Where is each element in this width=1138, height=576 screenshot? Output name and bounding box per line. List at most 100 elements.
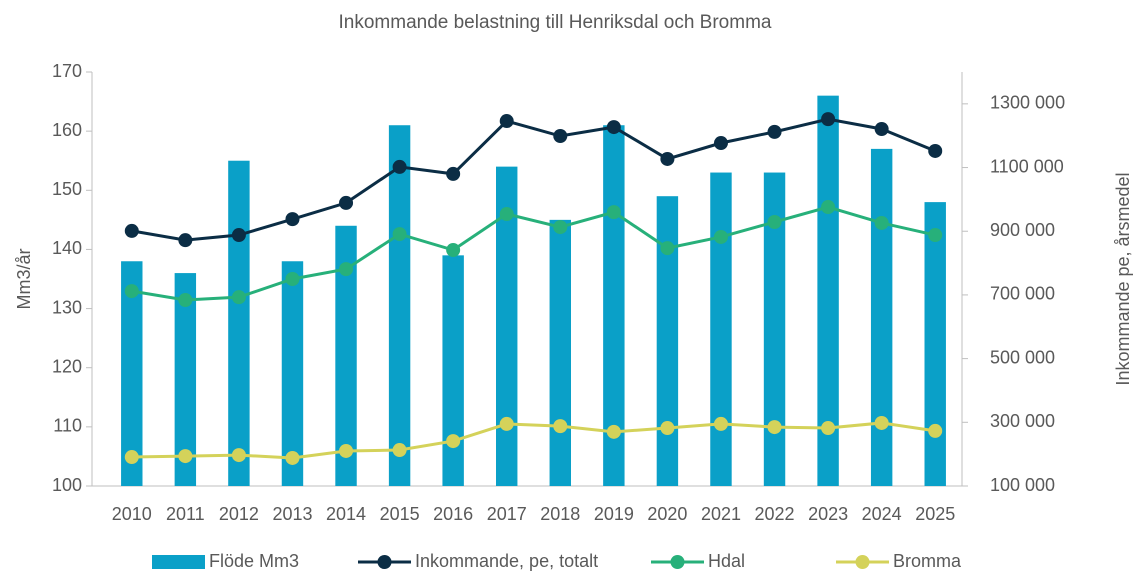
x-tick-label: 2012 <box>219 504 259 524</box>
x-tick-label: 2022 <box>755 504 795 524</box>
marker <box>553 220 568 235</box>
bar <box>496 166 518 486</box>
y2-tick-label: 100 000 <box>990 475 1055 495</box>
line <box>131 205 936 302</box>
y-tick-label: 160 <box>52 120 82 140</box>
marker <box>660 421 675 436</box>
bar <box>870 148 893 486</box>
marker <box>606 205 621 220</box>
y-tick-label: 130 <box>52 297 82 317</box>
chart-title: Inkommande belastning till Henriksdal oc… <box>339 12 772 33</box>
marker <box>446 434 461 449</box>
bar <box>549 219 571 486</box>
x-tick-label: 2021 <box>701 504 741 524</box>
bar <box>121 261 143 486</box>
marker <box>499 416 514 431</box>
legend-label: Flöde Mm3 <box>209 551 299 571</box>
y-tick-label: 170 <box>52 61 82 81</box>
marker <box>499 207 514 222</box>
x-tick-label: 2023 <box>808 504 848 524</box>
x-tick-label: 2019 <box>594 504 634 524</box>
bar <box>228 160 250 486</box>
legend-label: Bromma <box>893 551 962 571</box>
marker <box>339 262 354 277</box>
x-tick-label: 2017 <box>487 504 527 524</box>
bar <box>335 225 357 486</box>
bar <box>281 261 304 486</box>
marker <box>928 143 943 158</box>
y2-tick-label: 300 000 <box>990 411 1055 431</box>
bar <box>710 172 732 487</box>
x-tick-label: 2016 <box>433 504 473 524</box>
x-tick-label: 2013 <box>272 504 312 524</box>
marker <box>660 241 675 256</box>
y2-tick-label: 1300 000 <box>990 93 1065 113</box>
y-tick-label: 120 <box>52 356 82 376</box>
marker <box>660 151 675 166</box>
marker <box>285 450 300 465</box>
marker <box>231 228 246 243</box>
marker <box>339 195 354 210</box>
marker <box>553 129 568 144</box>
marker <box>124 223 139 238</box>
y-tick-label: 150 <box>52 179 82 199</box>
marker <box>178 449 193 464</box>
x-tick-label: 2010 <box>112 504 152 524</box>
marker <box>499 114 514 129</box>
legend-swatch <box>152 555 205 569</box>
marker <box>178 233 193 248</box>
marker <box>606 120 621 135</box>
x-tick-label: 2025 <box>915 504 955 524</box>
marker <box>767 124 782 139</box>
marker <box>713 416 728 431</box>
marker <box>874 215 889 230</box>
marker <box>874 122 889 137</box>
marker <box>928 423 943 438</box>
legend-swatch <box>377 555 392 569</box>
y2-axis-label: Inkommande pe, årsmedel <box>1113 172 1133 385</box>
y2-tick-label: 700 000 <box>990 284 1055 304</box>
bar <box>442 255 464 486</box>
legend-label: Hdal <box>708 551 745 571</box>
x-tick-label: 2015 <box>380 504 420 524</box>
bar <box>656 196 679 486</box>
marker <box>713 229 728 244</box>
marker <box>339 443 354 458</box>
marker <box>285 272 300 286</box>
marker <box>553 419 568 434</box>
bar <box>924 202 946 486</box>
marker <box>231 290 246 305</box>
bar <box>763 172 786 487</box>
marker <box>821 200 836 215</box>
marker <box>392 443 407 458</box>
marker <box>821 421 836 436</box>
line <box>131 421 936 460</box>
bar <box>388 125 411 486</box>
y2-tick-label: 1100 000 <box>990 156 1064 176</box>
marker <box>821 112 836 127</box>
x-tick-label: 2011 <box>166 504 205 524</box>
y2-tick-label: 900 000 <box>990 220 1055 240</box>
x-tick-label: 2020 <box>647 504 687 524</box>
marker <box>874 415 889 430</box>
y-tick-label: 110 <box>53 416 82 436</box>
marker <box>231 448 246 463</box>
marker <box>606 424 621 439</box>
x-tick-label: 2018 <box>540 504 580 524</box>
y-tick-label: 140 <box>52 238 82 258</box>
marker <box>767 420 782 435</box>
marker <box>446 166 461 181</box>
legend-label: Inkommande, pe, totalt <box>415 551 598 571</box>
marker <box>392 227 407 242</box>
y-axis-label: Mm3/år <box>14 248 34 309</box>
bar <box>174 273 197 486</box>
legend-swatch <box>855 555 870 569</box>
y-tick-label: 100 <box>52 475 82 495</box>
marker <box>392 159 407 174</box>
marker <box>124 450 139 465</box>
line <box>131 117 936 242</box>
marker <box>713 136 728 151</box>
marker <box>124 284 139 299</box>
marker <box>928 228 943 243</box>
